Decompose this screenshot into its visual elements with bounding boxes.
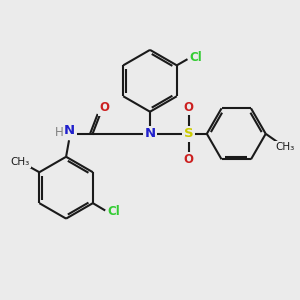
Text: N: N [144, 127, 156, 140]
Text: H: H [55, 126, 64, 139]
Text: S: S [184, 127, 194, 140]
Text: Cl: Cl [107, 206, 120, 218]
Text: O: O [99, 101, 110, 114]
Text: O: O [184, 101, 194, 114]
Text: CH₃: CH₃ [11, 157, 30, 167]
Text: N: N [64, 124, 75, 137]
Text: O: O [184, 153, 194, 166]
Text: Cl: Cl [189, 51, 202, 64]
Text: CH₃: CH₃ [275, 142, 295, 152]
